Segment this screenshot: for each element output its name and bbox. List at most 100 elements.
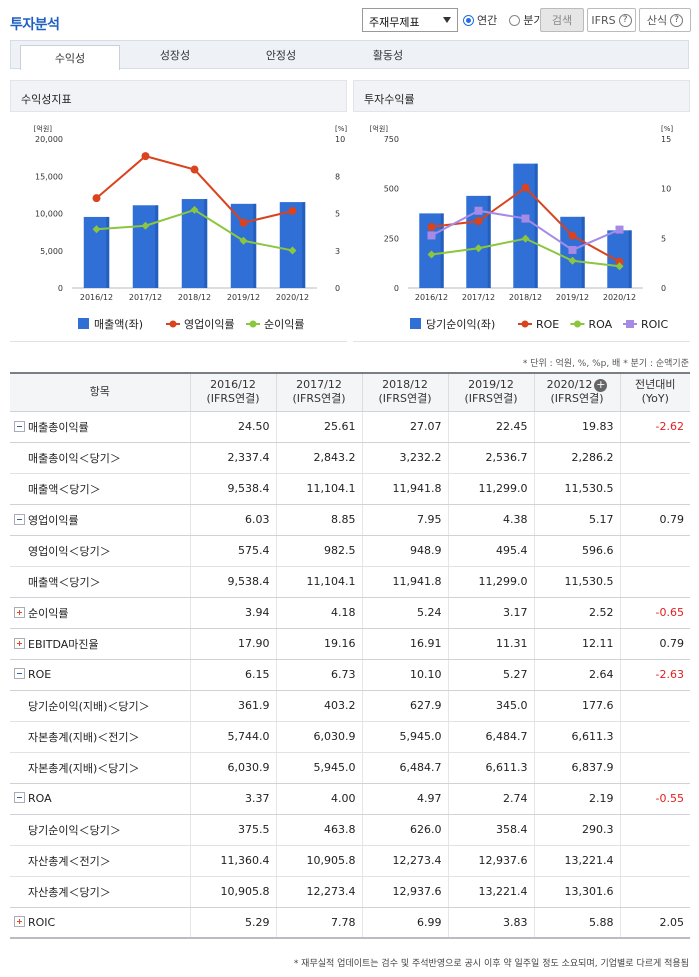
header-yoy-label: 전년대비 xyxy=(635,378,676,392)
row-label-cell[interactable]: 순이익률 xyxy=(10,597,190,629)
tab-growth[interactable]: 성장성 xyxy=(159,49,191,62)
value-cell: 19.83 xyxy=(533,411,620,443)
data-point xyxy=(190,165,199,174)
value-cell: 3.83 xyxy=(447,907,534,939)
profitability-chart-title: 수익성지표 xyxy=(10,80,347,112)
ifrs-button[interactable]: IFRS ? xyxy=(587,8,636,32)
row-label-cell[interactable]: 매출총이익률 xyxy=(10,411,190,443)
value-cell: 5.88 xyxy=(533,907,620,939)
expand-icon[interactable] xyxy=(14,915,25,927)
value-cell: 5.24 xyxy=(361,597,448,629)
expand-icon[interactable] xyxy=(14,637,25,649)
legend-item: 영업이익률 xyxy=(166,318,235,331)
value-cell: 10,905.8 xyxy=(189,876,276,908)
data-point xyxy=(141,221,150,230)
data-point xyxy=(92,225,101,234)
header: 투자분석 주재무제표 연간 분기 검색 IFRS ? 산식 ? xyxy=(0,0,699,40)
collapse-icon[interactable] xyxy=(14,668,25,679)
collapse-icon[interactable] xyxy=(14,420,25,432)
quarterly-radio[interactable] xyxy=(509,14,521,26)
row-label-cell[interactable]: 영업이익률 xyxy=(10,504,190,536)
value-cell: 5.27 xyxy=(447,659,534,691)
header-year-label: 2016/12 xyxy=(210,378,256,392)
header-year-label: 2017/12 xyxy=(296,378,342,392)
row-label: 자산총계＜당기＞ xyxy=(28,885,111,899)
legend-label: 순이익률 xyxy=(264,318,304,331)
yoy-cell: -0.65 xyxy=(619,597,690,629)
row-label-cell[interactable]: ROA xyxy=(10,783,190,815)
value-cell: 5.29 xyxy=(189,907,276,939)
table-row: 매출총이익률 24.50 25.61 27.07 22.45 19.83 -2.62 xyxy=(10,411,690,443)
table-row: 당기순이익(지배)＜당기＞ 361.9 403.2 627.9 345.0 177.6 xyxy=(10,690,690,722)
value-cell: 6.15 xyxy=(189,659,276,691)
data-point xyxy=(568,256,577,265)
header-basis: (IFRS연결) xyxy=(550,392,604,406)
formula-button[interactable]: 산식 ? xyxy=(639,8,691,32)
header-year: 2017/12 (IFRS연결) xyxy=(275,373,362,412)
yoy-cell xyxy=(619,845,690,877)
legend-item: ROE xyxy=(518,318,559,331)
investment-return-chart-panel: 투자수익률 [억원] [%] 750 500 250 0 15 10 5 0 2016/12 2017… xyxy=(353,80,690,342)
search-button[interactable]: 검색 xyxy=(540,8,584,32)
expand-icon[interactable] xyxy=(14,606,25,618)
value-cell: 24.50 xyxy=(189,411,276,443)
value-cell: 463.8 xyxy=(275,814,362,846)
annual-label[interactable]: 연간 xyxy=(477,14,498,27)
left-tick-label: 5,000 xyxy=(40,247,63,256)
row-label-cell[interactable]: ROE xyxy=(10,659,190,691)
header-item: 항목 xyxy=(10,373,190,412)
value-cell: 11,104.1 xyxy=(275,473,362,505)
tab-activity[interactable]: 활동성 xyxy=(372,49,404,62)
bar-shade xyxy=(628,230,632,288)
data-point xyxy=(288,246,297,255)
data-point xyxy=(521,214,530,223)
left-axis-unit: [억원] xyxy=(34,124,53,133)
right-tick-label: 5 xyxy=(335,210,340,219)
value-cell: 177.6 xyxy=(533,690,620,722)
header-basis: (IFRS연결) xyxy=(292,392,346,406)
row-label: EBITDA마진율 xyxy=(28,637,99,651)
value-cell: 2,843.2 xyxy=(275,442,362,474)
value-cell: 7.95 xyxy=(361,504,448,536)
right-tick-label: 10 xyxy=(661,185,671,194)
add-column-icon[interactable]: + xyxy=(594,378,608,392)
legend-marker xyxy=(626,320,634,328)
value-cell: 11,941.8 xyxy=(361,473,448,505)
header-yoy: 전년대비 (YoY) xyxy=(619,373,690,412)
left-tick-label: 0 xyxy=(394,284,399,293)
investment-return-chart-title: 투자수익률 xyxy=(353,80,690,112)
table-row: 매출액＜당기＞ 9,538.4 11,104.1 11,941.8 11,299.0 11… xyxy=(10,473,690,505)
legend-label: ROIC xyxy=(641,318,669,331)
value-cell: 575.4 xyxy=(189,535,276,567)
data-point xyxy=(427,250,436,259)
value-cell: 11,299.0 xyxy=(447,566,534,598)
yoy-cell: -0.55 xyxy=(619,783,690,815)
value-cell: 6.03 xyxy=(189,504,276,536)
help-icon: ? xyxy=(670,13,684,27)
legend-marker xyxy=(521,320,529,328)
value-cell: 19.16 xyxy=(275,628,362,660)
bar-shade xyxy=(106,216,110,288)
collapse-icon[interactable] xyxy=(14,513,25,525)
left-tick-label: 0 xyxy=(58,284,63,293)
value-cell: 11,530.5 xyxy=(533,473,620,505)
bar-shade xyxy=(155,205,159,288)
report-type-select[interactable]: 주재무제표 xyxy=(362,8,458,32)
x-tick-label: 2016/12 xyxy=(415,293,448,302)
quarterly-label[interactable]: 분기 xyxy=(523,14,544,27)
value-cell: 403.2 xyxy=(275,690,362,722)
annual-radio[interactable] xyxy=(463,14,474,26)
header-year: 2019/12 (IFRS연결) xyxy=(447,373,534,412)
bar-shade xyxy=(204,199,208,288)
row-label: 자본총계(지배)＜당기＞ xyxy=(28,761,140,775)
row-label-cell[interactable]: ROIC xyxy=(10,907,190,939)
tab-profitability[interactable]: 수익성 xyxy=(20,45,120,70)
table-row: ROE 6.15 6.73 10.10 5.27 2.64 -2.63 xyxy=(10,659,690,691)
table-row: 자산총계＜당기＞ 10,905.8 12,273.4 12,937.6 13,221.4… xyxy=(10,876,690,908)
x-tick-label: 2018/12 xyxy=(178,293,211,302)
tab-stability[interactable]: 안정성 xyxy=(265,49,297,62)
collapse-icon[interactable] xyxy=(14,792,25,803)
row-label: 자본총계(지배)＜전기＞ xyxy=(28,730,140,744)
row-label-cell[interactable]: EBITDA마진율 xyxy=(10,628,190,660)
value-cell: 2.19 xyxy=(533,783,620,815)
